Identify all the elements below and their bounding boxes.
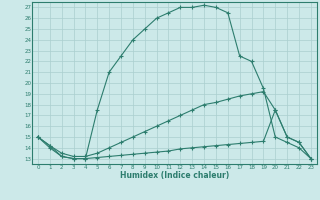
X-axis label: Humidex (Indice chaleur): Humidex (Indice chaleur): [120, 171, 229, 180]
